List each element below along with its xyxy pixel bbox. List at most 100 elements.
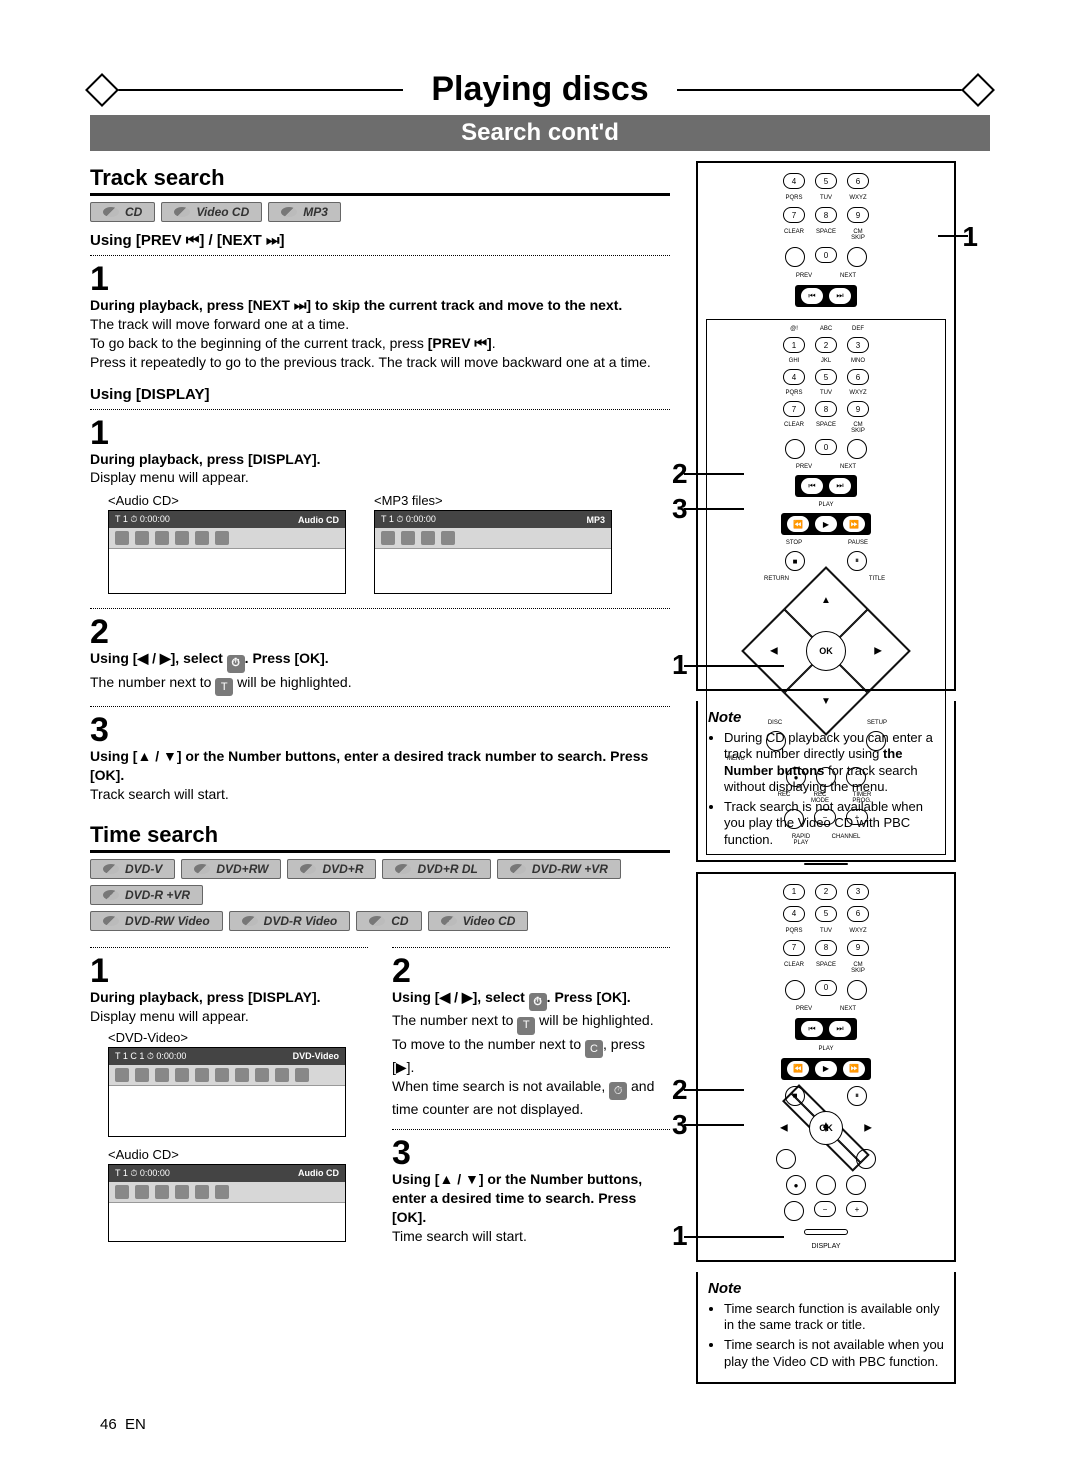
shot-block: <DVD-Video> T 1 C 1 ⏱ 0:00:00 DVD-Video — [108, 1030, 368, 1137]
step-body: During playback, press [DISPLAY]. Displa… — [90, 988, 368, 1026]
remote-row: 0 — [785, 247, 867, 267]
prev-next-bar: ⏮⏭ — [795, 285, 857, 307]
remote-row: GHIJKLMNO — [783, 358, 869, 364]
remote-row: PQRSTUVWXYZ — [783, 390, 869, 396]
prev-next-bar: ⏮⏭ — [795, 1018, 857, 1040]
text: Audio CD — [298, 515, 339, 525]
badge: CD — [356, 911, 421, 931]
step-body: During playback, press [NEXT ⏭] to skip … — [90, 296, 670, 372]
text: When time search is not available, — [392, 1078, 609, 1094]
remote-row: PQRSTUVWXYZ — [783, 195, 869, 201]
text: will be highlighted. — [535, 1012, 653, 1028]
c-icon: C — [585, 1040, 603, 1058]
screenshot-header: T 1 C 1 ⏱ 0:00:00 DVD-Video — [109, 1048, 345, 1065]
time-right-col: 2 Using [◀ / ▶], select ⏱. Press [OK]. T… — [392, 941, 670, 1246]
play-bar: ⏪▶⏩ — [781, 513, 871, 535]
step-number: 1 — [90, 954, 368, 988]
badge: DVD+R DL — [382, 859, 490, 879]
page-lang: EN — [125, 1416, 146, 1433]
badge: DVD+RW — [181, 859, 281, 879]
format-badges: CD Video CD MP3 — [90, 202, 670, 222]
time-left-col: 1 During playback, press [DISPLAY]. Disp… — [90, 941, 368, 1246]
screenshot-header: T 1 ⏱ 0:00:00 Audio CD — [109, 1165, 345, 1182]
callout-line — [684, 473, 744, 475]
badge: DVD-V — [90, 859, 175, 879]
callout-line — [684, 1236, 784, 1238]
step-body: Using [▲ / ▼] or the Number buttons, ent… — [90, 747, 670, 804]
right-arrow-icon: ▶ — [874, 646, 882, 657]
display-button — [804, 863, 848, 865]
screenshot-row: <Audio CD> T 1 ⏱ 0:00:00 Audio CD <MP3 f… — [108, 493, 670, 594]
screenshot-icons-row — [109, 1065, 345, 1085]
label: MENU — [727, 756, 745, 762]
text: To move to the number next to — [392, 1036, 585, 1052]
note-item: Time search function is available only i… — [724, 1301, 944, 1334]
screenshot-box: T 1 C 1 ⏱ 0:00:00 DVD-Video — [108, 1047, 346, 1137]
screenshot-body — [109, 1085, 345, 1136]
remote-row: 123 — [783, 884, 869, 900]
text: . — [492, 335, 496, 351]
using-prevnext-heading: Using [PREV ⏮] / [NEXT ⏭] — [90, 232, 670, 249]
note-list: Time search function is available only i… — [708, 1301, 944, 1370]
content-columns: Track search CD Video CD MP3 Using [PREV… — [90, 161, 990, 1384]
text: Track search will start. — [90, 786, 229, 802]
remote-row: 0 — [785, 980, 867, 1000]
step-body: Using [◀ / ▶], select ⏱. Press [OK]. The… — [90, 649, 670, 696]
play-bar: ⏪▶⏩ — [781, 1058, 871, 1080]
main-column: Track search CD Video CD MP3 Using [PREV… — [90, 161, 670, 1384]
label: PLAY — [819, 502, 834, 508]
rule — [114, 89, 403, 91]
badge: DVD-RW Video — [90, 911, 223, 931]
text: Using [◀ / ▶], select — [90, 650, 227, 666]
rule — [677, 89, 966, 91]
text: To go back to the beginning of the curre… — [90, 335, 428, 351]
text: T 1 ⏱ 0:00:00 — [115, 1168, 170, 1179]
clock-icon: ⏱ — [529, 993, 547, 1011]
callout-line — [938, 235, 968, 237]
remote-row: 456 — [783, 906, 869, 922]
text: Display menu will appear. — [90, 1008, 249, 1024]
text: Time search will start. — [392, 1228, 527, 1244]
step-body: Using [◀ / ▶], select ⏱. Press [OK]. The… — [392, 988, 670, 1119]
remote-row: ● — [786, 1175, 866, 1195]
diamond-right-icon — [961, 73, 995, 107]
text: Using [▲ / ▼] or the Number buttons, ent… — [392, 1171, 642, 1225]
badge: Video CD — [428, 911, 529, 931]
screenshot-body — [109, 548, 345, 593]
remote-row: RECREC MODETIMER PROG. — [773, 792, 879, 804]
text: T 1 ⏱ 0:00:00 — [381, 514, 436, 525]
dotted-rule — [90, 706, 670, 707]
text: The track will move forward one at a tim… — [90, 316, 349, 332]
track-search-heading: Track search — [90, 165, 670, 191]
down-arrow-icon: ▼ — [821, 696, 831, 707]
title-bar: Playing discs — [90, 70, 990, 109]
badge-cd: CD — [90, 202, 155, 222]
remote-row: 789 — [783, 940, 869, 956]
text: will be highlighted. — [233, 674, 351, 690]
right-arrow-icon: ▶ — [864, 1122, 872, 1133]
callout-number: 1 — [962, 221, 978, 253]
t-icon: T — [215, 678, 233, 696]
label: DISPLAY — [811, 1243, 840, 1250]
diamond-left-icon — [85, 73, 119, 107]
badge-videocd: Video CD — [161, 202, 262, 222]
page-number: 46 EN — [100, 1416, 146, 1433]
dotted-rule — [90, 255, 670, 256]
text: T 1 ⏱ 0:00:00 — [115, 514, 170, 525]
left-arrow-icon: ◀ — [770, 646, 778, 657]
screenshot-body — [375, 548, 611, 593]
step-bold: During playback, press [NEXT ⏭] to skip … — [90, 297, 622, 313]
remote-row: 456 — [783, 369, 869, 385]
shot-block: <Audio CD> T 1 ⏱ 0:00:00 Audio CD — [108, 1147, 368, 1242]
note-title: Note — [708, 1280, 944, 1297]
remote-row: PREVNEXT — [787, 273, 865, 279]
remote-row: PREVNEXT — [787, 464, 865, 470]
screenshot-box: T 1 ⏱ 0:00:00 Audio CD — [108, 510, 346, 594]
badge: DVD-R Video — [229, 911, 351, 931]
screenshot-icons-row — [375, 528, 611, 548]
text: Using [▲ / ▼] or the Number buttons, ent… — [90, 748, 648, 783]
time-search-heading: Time search — [90, 822, 670, 848]
remote-row: ● — [786, 767, 866, 787]
label: PLAY — [819, 1046, 834, 1052]
remote-row: −+ — [784, 809, 868, 829]
